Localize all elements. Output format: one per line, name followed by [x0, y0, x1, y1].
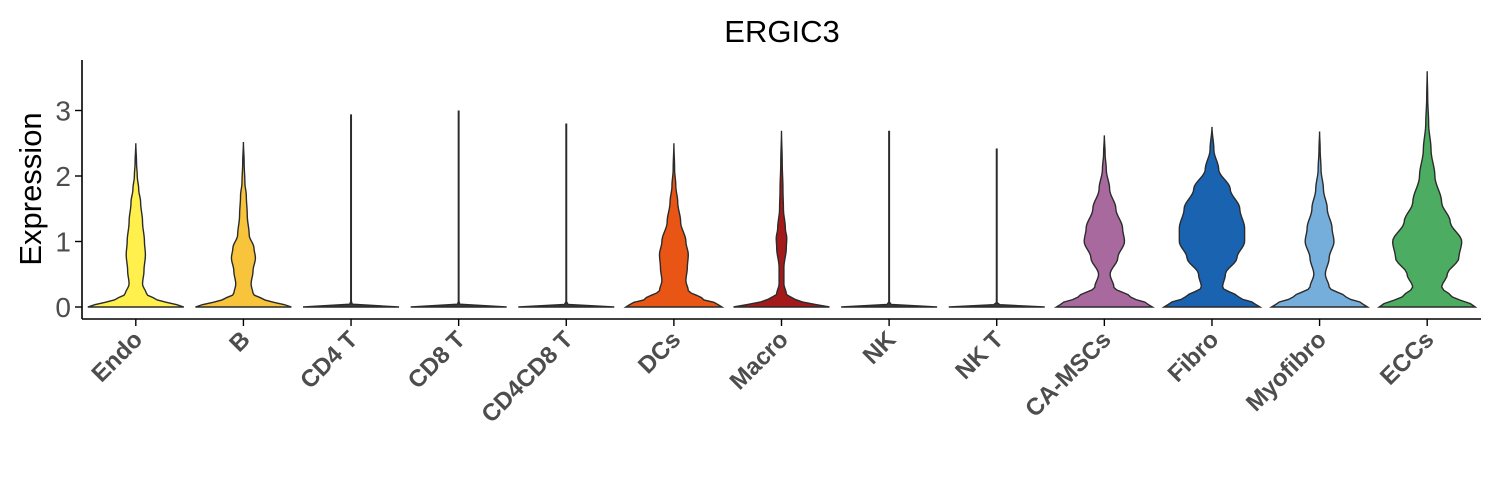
y-tick-label-0: 0: [55, 292, 71, 323]
x-tick-label-endo: Endo: [87, 326, 149, 388]
violin-nk-t: [948, 148, 1045, 308]
x-tick-label-cd8-t: CD8 T: [403, 326, 471, 394]
x-tick-label-dcs: DCs: [633, 326, 686, 379]
x-tick-label-ca-mscs: CA-MSCs: [1020, 326, 1116, 422]
x-tick-label-cd4-t: CD4 T: [295, 326, 363, 394]
x-tick-label-b: B: [224, 326, 255, 357]
x-tick-label-nk-t: NK T: [950, 326, 1009, 385]
violin-macro: [733, 130, 830, 308]
violin-myofibro: [1269, 131, 1371, 308]
violin-fibro: [1161, 126, 1263, 308]
y-ticks: 0 1 2 3: [55, 96, 82, 323]
violin-b: [195, 141, 292, 308]
violin-cd4cd8-t: [518, 123, 615, 308]
violin-nk: [841, 130, 938, 308]
x-tick-label-nk: NK: [858, 326, 902, 370]
y-tick-label-3: 3: [55, 96, 71, 127]
violin-cd8-t: [410, 110, 507, 308]
violin-ca-mscs: [1053, 135, 1155, 308]
violin-group: [87, 71, 1478, 308]
chart-title: ERGIC3: [724, 14, 839, 49]
x-tick-label-fibro: Fibro: [1163, 326, 1225, 388]
violin-cd4-t: [302, 114, 400, 308]
y-axis-label: Expression: [13, 112, 48, 265]
x-ticks: Endo B CD4 T CD8 T CD4CD8 T DCs Macro NK NK T CA-…: [87, 319, 1439, 428]
violin-dcs: [623, 143, 725, 308]
violin-endo: [87, 143, 185, 308]
violin-eccs: [1376, 71, 1478, 308]
x-tick-label-cd4cd8-t: CD4CD8 T: [476, 326, 578, 428]
y-tick-label-2: 2: [55, 161, 71, 192]
y-tick-label-1: 1: [55, 227, 71, 258]
x-tick-label-macro: Macro: [725, 326, 794, 395]
x-tick-label-eccs: ECCs: [1375, 326, 1439, 390]
x-tick-label-myofibro: Myofibro: [1241, 326, 1332, 417]
